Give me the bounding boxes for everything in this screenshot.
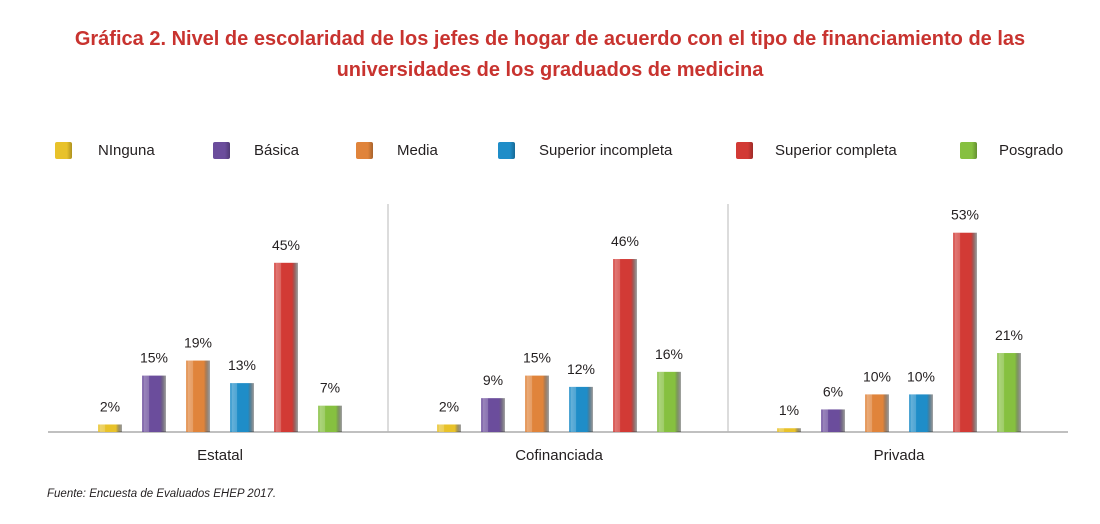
data-label: 10% xyxy=(863,368,891,384)
bar-highlight xyxy=(779,428,784,432)
legend-label-posgrado: Posgrado xyxy=(999,141,1064,159)
legend-item-posgrado: Posgrado xyxy=(960,136,1063,164)
legend-swatch-posgrado xyxy=(960,141,977,159)
bar-highlight xyxy=(659,371,664,432)
category-label-privada: Privada xyxy=(874,447,926,464)
bar-cofinanciada-5 xyxy=(657,371,681,432)
bar-privada-0 xyxy=(777,428,801,432)
data-label: 45% xyxy=(272,237,300,253)
bar-highlight xyxy=(232,383,237,432)
data-label: 15% xyxy=(523,350,551,366)
bar-highlight xyxy=(999,353,1004,432)
category-label-cofinanciada: Cofinanciada xyxy=(515,447,603,464)
legend-swatch-superior-incompleta xyxy=(498,141,515,159)
bar-privada-4 xyxy=(953,232,977,432)
bar-privada-1 xyxy=(821,409,845,432)
legend-item-basica: Básica xyxy=(213,136,299,164)
data-label: 7% xyxy=(320,380,340,396)
bar-highlight xyxy=(955,232,960,432)
data-label: 21% xyxy=(995,327,1023,343)
bar-estatal-1 xyxy=(142,375,166,432)
data-label: 15% xyxy=(140,350,168,366)
legend-swatch-superior-completa xyxy=(736,141,753,159)
legend-label-basica: Básica xyxy=(254,141,300,159)
bar-cofinanciada-3 xyxy=(569,386,593,432)
bar-highlight xyxy=(571,386,576,432)
bar-highlight xyxy=(615,259,620,432)
bar-highlight xyxy=(188,360,193,432)
bar-highlight xyxy=(867,394,872,432)
bar-highlight xyxy=(823,409,828,432)
category-label-estatal: Estatal xyxy=(197,447,243,464)
bar-privada-2 xyxy=(865,394,889,432)
bar-cofinanciada-1 xyxy=(481,398,505,432)
chart-title-line-1: Gráfica 2. Nivel de escolaridad de los j… xyxy=(74,28,1026,50)
bar-highlight xyxy=(483,398,488,432)
bar-highlight xyxy=(144,375,149,432)
legend-swatch-basica xyxy=(213,141,230,159)
chart-title-line-2: universidades de los graduados de medici… xyxy=(336,59,764,81)
bar-highlight xyxy=(527,375,532,432)
bar-highlight xyxy=(911,394,916,432)
bar-privada-3 xyxy=(909,394,933,432)
data-label: 2% xyxy=(439,398,459,414)
legend-label-media: Media xyxy=(397,141,438,159)
bar-estatal-0 xyxy=(98,424,122,432)
legend: NInguna Básica Media Superior incompleta… xyxy=(0,136,1100,164)
bar-highlight xyxy=(439,424,444,432)
bar-highlight xyxy=(100,424,105,432)
bar-estatal-4 xyxy=(274,262,298,432)
bar-highlight xyxy=(320,405,325,432)
bar-estatal-5 xyxy=(318,405,342,432)
source-note: Fuente: Encuesta de Evaluados EHEP 2017. xyxy=(47,488,277,500)
legend-item-ninguna: NInguna xyxy=(55,136,155,164)
bar-cofinanciada-4 xyxy=(613,259,637,432)
data-label: 53% xyxy=(951,207,979,223)
legend-swatch-media xyxy=(356,141,373,159)
legend-label-superior-incompleta: Superior incompleta xyxy=(539,141,673,159)
chart-title: Gráfica 2. Nivel de escolaridad de los j… xyxy=(0,24,1100,86)
legend-item-superior-incompleta: Superior incompleta xyxy=(498,136,672,164)
data-label: 2% xyxy=(100,398,120,414)
data-label: 19% xyxy=(184,335,212,351)
data-label: 1% xyxy=(779,402,799,418)
bar-cofinanciada-0 xyxy=(437,424,461,432)
data-label: 46% xyxy=(611,233,639,249)
legend-label-ninguna: NInguna xyxy=(98,141,155,159)
legend-item-media: Media xyxy=(356,136,438,164)
data-label: 16% xyxy=(655,346,683,362)
bar-privada-5 xyxy=(997,353,1021,432)
data-label: 13% xyxy=(228,357,256,373)
legend-item-superior-completa: Superior completa xyxy=(736,136,897,164)
bar-cofinanciada-2 xyxy=(525,375,549,432)
bar-estatal-3 xyxy=(230,383,254,432)
legend-label-superior-completa: Superior completa xyxy=(775,141,897,159)
data-label: 10% xyxy=(907,368,935,384)
legend-swatch-ninguna xyxy=(55,141,72,159)
data-label: 6% xyxy=(823,383,843,399)
bar-estatal-2 xyxy=(186,360,210,432)
data-label: 12% xyxy=(567,361,595,377)
bar-chart: 2% 15% 19% 13% 45% 7% Estatal 2% 9% 15% 12% 46% 16% C… xyxy=(48,204,1068,464)
bar-highlight xyxy=(276,262,281,432)
data-label: 9% xyxy=(483,372,503,388)
